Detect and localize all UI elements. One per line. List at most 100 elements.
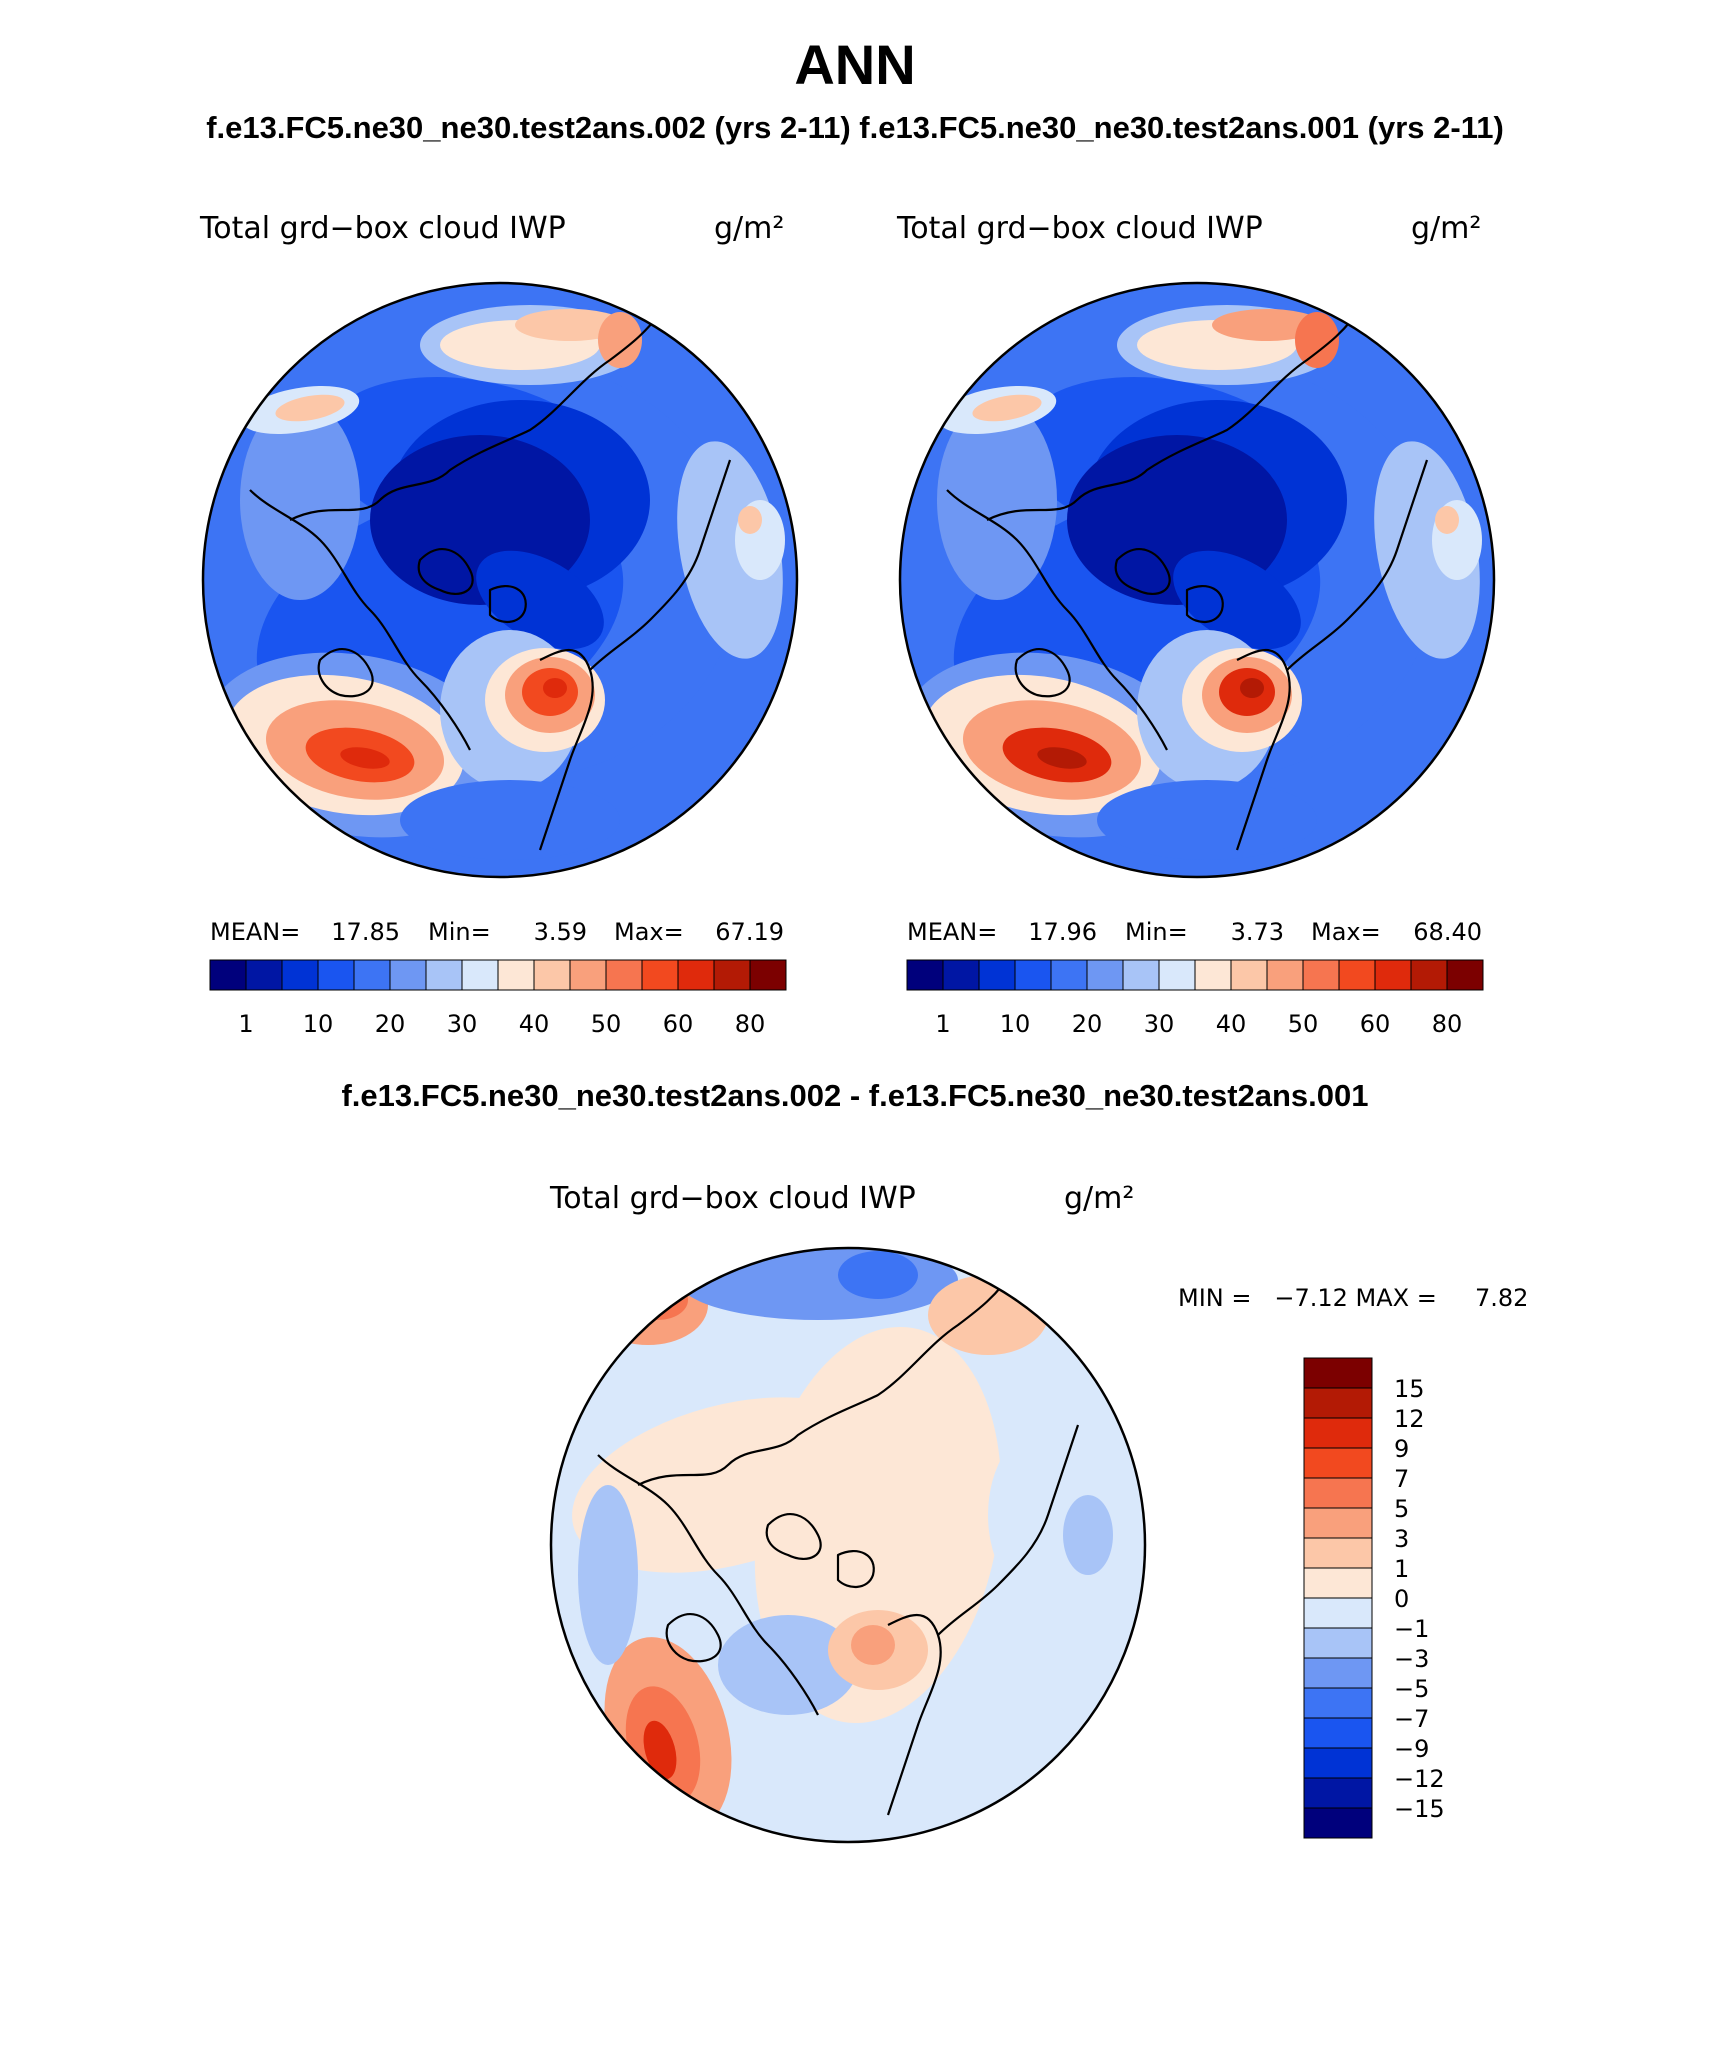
panel-2-min-label: Min= [1125,918,1188,946]
panel-2-colorbar-tick-label: 80 [1432,1010,1463,1038]
panel-2-colorbar: 1 10 20 30 40 50 60 80 [906,959,1484,1038]
panel-1-contour-region [738,506,762,534]
panel-2-colorbar-tick-label: 30 [1144,1010,1175,1038]
panel-1-max-label: Max= [614,918,684,946]
panel-2-coastline [946,489,1168,751]
panel-1-mean-label: MEAN= [210,918,300,946]
panel-2-contour-region [1435,506,1459,534]
panel-2-contour-region [1097,780,1317,860]
panel-1-colorbar-tick-label: 50 [591,1010,622,1038]
panel-2-colorbar-tick-label: 50 [1288,1010,1319,1038]
panel-2-mean-label: MEAN= [907,918,997,946]
panel-3-colorbar-box [1303,1777,1373,1809]
panel-2-colorbar-tick-label: 10 [1000,1010,1031,1038]
panel-1-colorbar-box [569,959,607,991]
panel-1-colorbar-box [209,959,247,991]
panel-3-colorbar-box [1303,1687,1373,1719]
panel-1-contour-region [275,394,345,422]
panel-3-colorbar-box [1303,1627,1373,1659]
panel-3-coastline [665,1613,722,1663]
panel-3-colorbar-tick-label: −7 [1394,1705,1429,1733]
panel-3-colorbar-tick-label: −1 [1394,1615,1429,1643]
panel-3-colorbar-tick-label: 1 [1394,1555,1409,1583]
panel-1-min-value: 3.59 [534,918,587,946]
panel-3-coastline [597,1454,819,1716]
panel-3-colorbar-box [1303,1387,1373,1419]
panel-3-contour-region [918,1685,1078,1805]
panel-2-coastline [1235,649,1291,851]
panel-1-colorbar-tick-label: 60 [663,1010,694,1038]
panel-2-coastline [1114,548,1171,595]
panel-1-contour-region [240,400,360,600]
panel-3-contour-region [851,1625,895,1665]
panel-2-coastline [986,304,1363,521]
panel-1-colorbar-box [317,959,355,991]
panel-1-coastline [289,304,666,521]
panel-3-colorbar-box [1303,1537,1373,1569]
panel-3-coastline [937,1424,1080,1636]
panel-3-coastline [886,1614,942,1816]
panel-1-coastline [417,548,474,595]
panel-3-colorbar-box [1303,1357,1373,1389]
panel-2-colorbar-box [1302,959,1340,991]
panel-2-contour-region [1212,309,1322,341]
panel-2-colorbar-box [1014,959,1052,991]
panel-1-contour-region [677,441,783,659]
panel-2-variable: Total grd−box cloud IWP [896,211,1263,246]
panel-3-contour-region [928,1275,1048,1355]
panel-1-colorbar-box [389,959,427,991]
panel-3-colorbar-box [1303,1567,1373,1599]
panel-2-coastline [1014,648,1071,698]
panel-2-colorbar-tick-label: 60 [1360,1010,1391,1038]
panel-1-colorbar-box [605,959,643,991]
panel-2-colorbar-box [1158,959,1196,991]
panel-1-contour-region [598,312,642,368]
panel-3-colorbar-box [1303,1477,1373,1509]
panel-3-contour-region [838,1251,918,1299]
difference-title: f.e13.FC5.ne30_ne30.test2ans.002 - f.e13… [341,1078,1369,1113]
panel-3-coastline [765,1513,822,1560]
panel-3-min-max: MIN = −7.12 MAX = 7.82 [1178,1284,1528,1312]
panel-3-units: g/m² [1064,1181,1134,1216]
panel-1-colorbar-box [497,959,535,991]
panel-1-colorbar-tick-label: 40 [519,1010,550,1038]
panel-1-variable: Total grd−box cloud IWP [199,211,566,246]
panel-2-colorbar-tick-label: 20 [1072,1010,1103,1038]
figure-title: ANN [794,33,916,96]
panel-2-colorbar-box [942,959,980,991]
panel-3-colorbar-tick-label: 3 [1394,1525,1409,1553]
panel-3-colorbar-box [1303,1507,1373,1539]
panel-3-colorbar-box [1303,1717,1373,1749]
panel-3-contour-region [718,1615,858,1715]
case-titles: f.e13.FC5.ne30_ne30.test2ans.002 (yrs 2-… [206,110,1504,145]
panel-3-contour-region [572,1397,884,1573]
panel-3-coastline [637,1269,1014,1486]
panel-3-contour-region [578,1485,638,1665]
panel-3-colorbar-box [1303,1747,1373,1779]
panel-1-colorbar-box [713,959,751,991]
panel-1-colorbar-box [281,959,319,991]
panel-2-colorbar-box [906,959,944,991]
panel-2-colorbar-tick-label: 1 [935,1010,950,1038]
panel-2-units: g/m² [1411,211,1481,246]
panel-2-colorbar-box [1446,959,1484,991]
panel-3-contour-region [588,1265,708,1345]
panel-1-colorbar: 1 10 20 30 40 50 60 80 [209,959,787,1038]
panel-2-colorbar-box [1410,959,1448,991]
panel-1-map-border [201,281,799,879]
panel-3-colorbar-tick-label: −3 [1394,1645,1429,1673]
panel-3-colorbar-tick-label: −15 [1394,1795,1445,1823]
panel-3-colorbar-box [1303,1657,1373,1689]
panel-1-contour-region [515,309,625,341]
panel-2-map-border [898,281,1496,879]
panel-1-min-label: Min= [428,918,491,946]
panel-2-colorbar-box [1338,959,1376,991]
panel-3-colorbar-tick-label: 7 [1394,1465,1409,1493]
panel-2-contour-region [1374,441,1480,659]
